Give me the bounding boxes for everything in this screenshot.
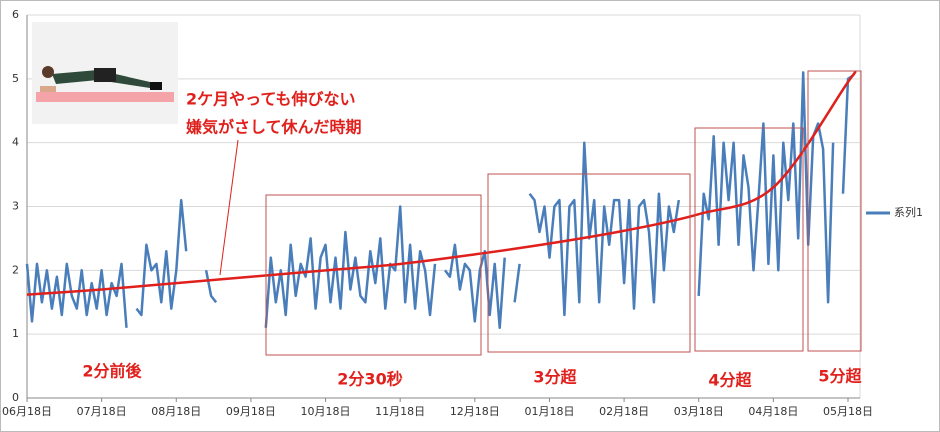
x-tick-label: 01月18日 bbox=[524, 405, 574, 418]
y-tick-label: 6 bbox=[12, 8, 19, 21]
annotation: 嫌気がさして休んだ時期 bbox=[185, 118, 362, 137]
y-tick-label: 4 bbox=[12, 136, 19, 149]
trendline bbox=[26, 70, 857, 296]
phase-boxes bbox=[265, 70, 862, 356]
x-tick-label: 07月18日 bbox=[77, 405, 127, 418]
x-tick-label: 04月18日 bbox=[748, 405, 798, 418]
x-tick-label: 11月18日 bbox=[375, 405, 425, 418]
phase-label: 4分超 bbox=[708, 371, 752, 390]
annotation-pointer bbox=[219, 139, 239, 276]
x-tick-label: 05月18日 bbox=[823, 405, 873, 418]
y-tick-label: 2 bbox=[12, 263, 19, 276]
y-tick-label: 3 bbox=[12, 200, 19, 213]
phase-label: 3分超 bbox=[533, 368, 577, 387]
y-tick-label: 0 bbox=[12, 391, 19, 404]
x-tick-label: 09月18日 bbox=[226, 405, 276, 418]
x-tick-label: 03月18日 bbox=[674, 405, 724, 418]
x-tick-label: 12月18日 bbox=[450, 405, 500, 418]
x-tick-label: 10月18日 bbox=[301, 405, 351, 418]
legend-label: 系列1 bbox=[894, 205, 923, 219]
y-tick-label: 1 bbox=[12, 327, 19, 340]
phase-label: 2分前後 bbox=[82, 362, 142, 381]
phase-label: 5分超 bbox=[818, 367, 862, 386]
x-tick-label: 08月18日 bbox=[151, 405, 201, 418]
y-tick-label: 5 bbox=[12, 72, 19, 85]
photo bbox=[32, 22, 178, 124]
x-tick-label: 06月18日 bbox=[2, 405, 52, 418]
annotation: 2ケ月やっても伸びない bbox=[186, 90, 356, 109]
phase-label: 2分30秒 bbox=[337, 370, 402, 389]
x-tick-label: 02月18日 bbox=[599, 405, 649, 418]
